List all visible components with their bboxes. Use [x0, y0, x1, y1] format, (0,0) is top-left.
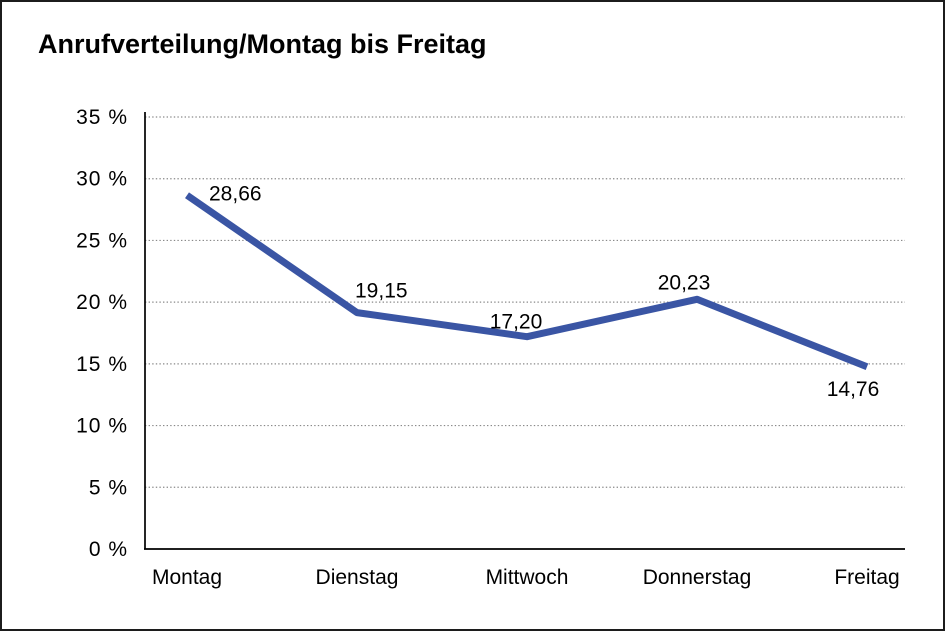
- x-category-label-freitag: Freitag: [834, 566, 899, 589]
- y-tick-label-30pct: 30 %: [76, 168, 128, 191]
- data-point-label-donnerstag: 20,23: [658, 271, 711, 294]
- y-tick-label-25pct: 25 %: [76, 229, 128, 252]
- x-category-label-donnerstag: Donnerstag: [643, 566, 752, 589]
- y-tick-label-10pct: 10 %: [76, 415, 128, 438]
- y-tick-label-0pct: 0 %: [89, 538, 128, 561]
- y-tick-label-5pct: 5 %: [89, 476, 128, 499]
- data-point-label-dienstag: 19,15: [355, 280, 408, 303]
- data-point-label-mittwoch: 17,20: [490, 311, 543, 334]
- chart-title: Anrufverteilung/Montag bis Freitag: [38, 29, 487, 59]
- x-category-label-montag: Montag: [152, 566, 222, 589]
- data-point-label-montag: 28,66: [209, 182, 262, 205]
- x-category-label-mittwoch: Mittwoch: [486, 566, 569, 589]
- y-tick-label-35pct: 35 %: [76, 106, 128, 129]
- y-tick-label-20pct: 20 %: [76, 291, 128, 314]
- data-point-label-freitag: 14,76: [827, 378, 880, 401]
- data-series-line: [185, 192, 869, 371]
- x-category-label-dienstag: Dienstag: [316, 566, 399, 589]
- y-tick-label-15pct: 15 %: [76, 353, 128, 376]
